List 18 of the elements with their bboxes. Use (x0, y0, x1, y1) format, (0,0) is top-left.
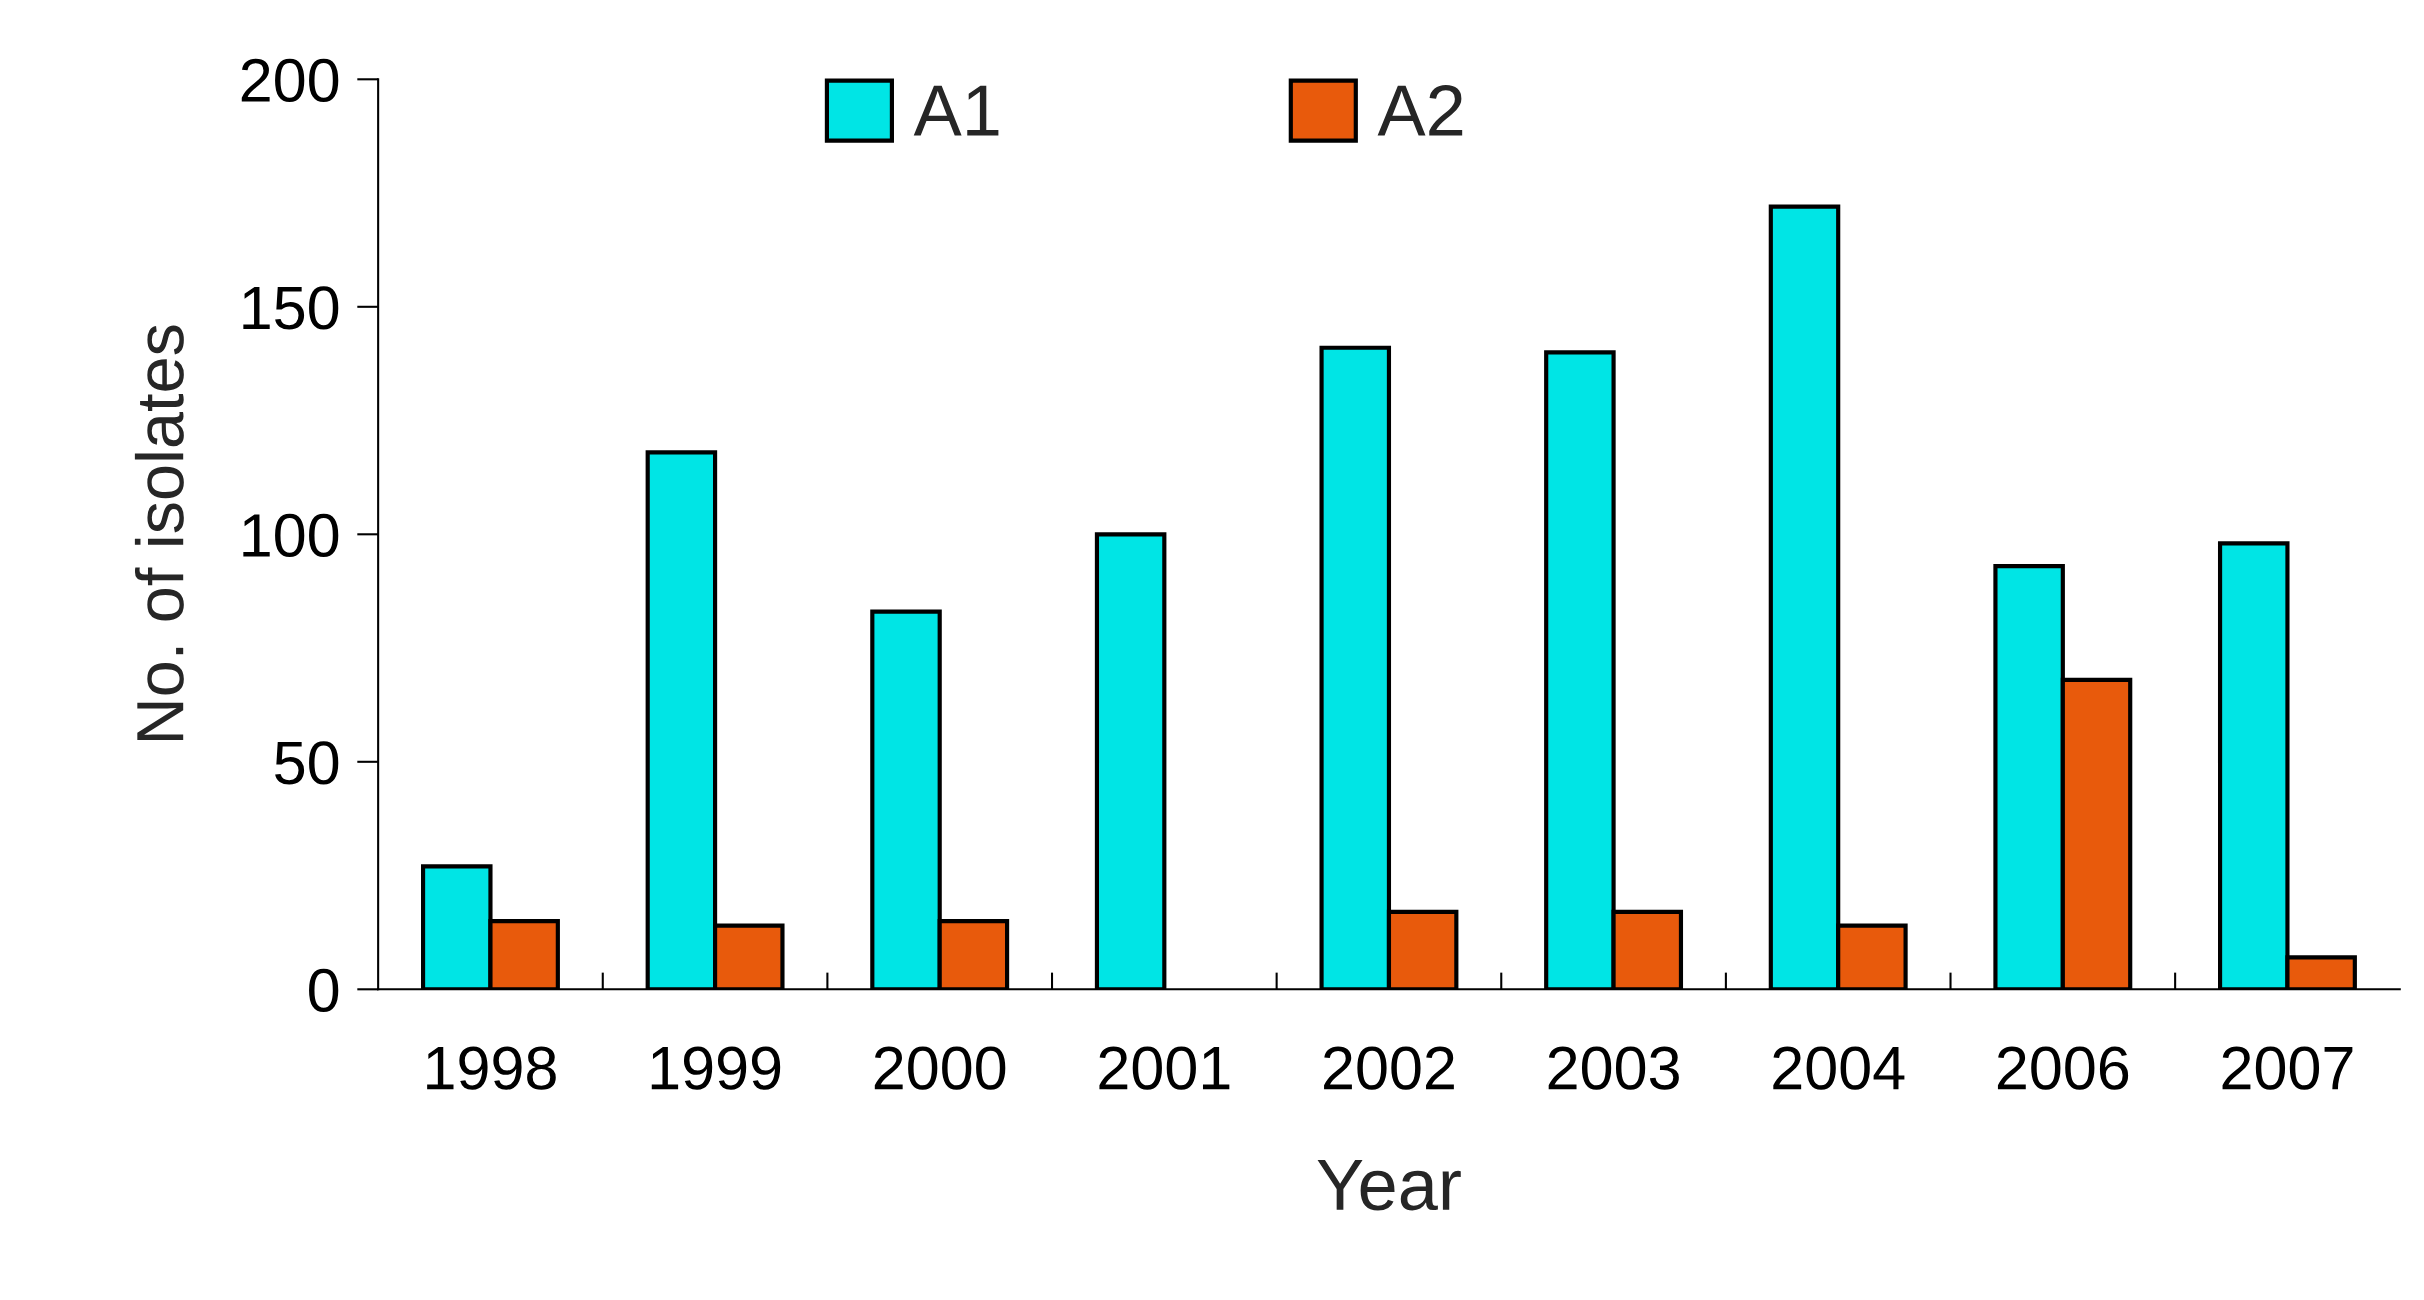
y-tick-label: 200 (241, 58, 339, 103)
x-tick-label: 2006 (1997, 1046, 2129, 1090)
legend-label: A1 (913, 85, 999, 136)
x-tick-label: 2001 (1099, 1046, 1230, 1090)
x-axis-title: Year (1317, 1160, 1461, 1211)
x-tick-label: 2003 (1548, 1046, 1679, 1090)
x-tick-label: 2004 (1773, 1046, 1905, 1090)
y-axis-title: No. of isolates (134, 325, 184, 741)
x-tick-label: 1998 (427, 1046, 556, 1090)
x-tick-label: 1999 (651, 1046, 781, 1090)
x-tick-label: 2007 (2222, 1046, 2353, 1090)
y-tick-label: 150 (243, 286, 339, 330)
y-tick-label: 100 (243, 513, 339, 558)
y-tick-label: 0 (309, 968, 339, 1013)
legend-label: A2 (1377, 85, 1463, 136)
x-tick-label: 2002 (1324, 1046, 1454, 1090)
x-tick-label: 2000 (874, 1046, 1006, 1090)
y-tick-label: 50 (275, 741, 339, 785)
